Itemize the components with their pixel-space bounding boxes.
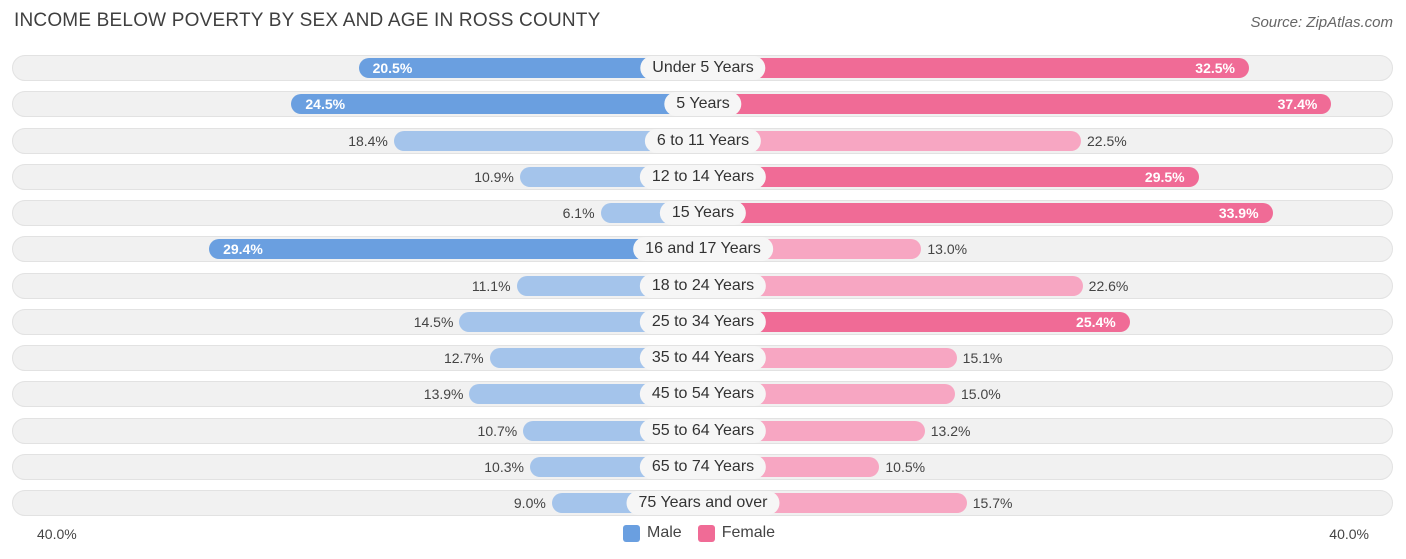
legend-swatch-female <box>697 524 715 542</box>
value-label-male: 10.3% <box>484 458 524 475</box>
value-label-female: 33.9% <box>1218 205 1259 221</box>
legend-swatch-male <box>623 524 640 542</box>
category-label: 16 and 17 Years <box>633 237 773 262</box>
bar-female <box>703 348 957 368</box>
value-label-male: 10.9% <box>474 168 514 185</box>
value-label-female: 37.4% <box>1277 96 1318 113</box>
bar-male <box>358 58 703 78</box>
category-label: 6 to 11 Years <box>644 128 762 153</box>
legend-item-male: Male <box>623 524 682 542</box>
category-label: Under 5 Years <box>640 56 766 80</box>
value-label-female: 10.5% <box>885 458 926 475</box>
category-label: 65 to 74 Years <box>639 454 767 479</box>
legend-item-female: Female <box>697 524 776 542</box>
bar-female <box>703 311 1130 332</box>
category-label: 25 to 34 Years <box>639 309 767 334</box>
category-label: 12 to 14 Years <box>639 164 767 189</box>
axis-label-left: 40.0% <box>37 526 77 542</box>
bar-male <box>209 239 703 260</box>
value-label-male: 13.9% <box>423 386 464 403</box>
value-label-female: 15.7% <box>972 495 1013 511</box>
category-label: 55 to 64 Years <box>639 418 767 443</box>
value-label-male: 24.5% <box>305 96 346 113</box>
value-label-male: 18.4% <box>348 132 388 149</box>
value-label-male: 29.4% <box>223 241 263 258</box>
bar-female <box>703 384 955 405</box>
value-label-female: 13.2% <box>930 422 971 439</box>
category-label: 75 Years and over <box>626 491 780 515</box>
bar-female <box>703 275 1083 296</box>
source-label: Source: ZipAtlas.com <box>1250 14 1393 31</box>
value-label-male: 14.5% <box>413 313 454 330</box>
value-label-male: 10.7% <box>477 422 518 439</box>
category-label: 35 to 44 Years <box>639 346 767 370</box>
value-label-male: 11.1% <box>471 277 511 294</box>
category-label: 18 to 24 Years <box>639 273 767 298</box>
value-label-female: 29.5% <box>1144 168 1185 185</box>
value-label-female: 15.1% <box>962 350 1003 366</box>
legend-label-male: Male <box>647 524 682 541</box>
value-label-male: 9.0% <box>513 495 546 511</box>
category-label: 15 Years <box>659 201 747 225</box>
bar-female <box>703 94 1332 115</box>
value-label-male: 20.5% <box>372 60 413 76</box>
bar-female <box>703 58 1249 78</box>
value-label-female: 22.6% <box>1088 277 1129 294</box>
value-label-female: 22.5% <box>1087 132 1127 149</box>
bar-female <box>703 203 1273 223</box>
value-label-female: 25.4% <box>1076 313 1116 330</box>
chart-title: INCOME BELOW POVERTY BY SEX AND AGE IN R… <box>14 10 601 31</box>
bar-female <box>703 130 1081 151</box>
bar-male <box>291 94 703 115</box>
category-label: 45 to 54 Years <box>639 382 767 407</box>
legend-label-female: Female <box>721 524 776 541</box>
category-label: 5 Years <box>664 92 742 117</box>
value-label-male: 6.1% <box>562 205 595 221</box>
bar-male <box>393 130 703 151</box>
axis-label-right: 40.0% <box>1329 526 1369 542</box>
bar-female <box>703 166 1199 187</box>
value-label-female: 13.0% <box>927 241 968 258</box>
value-label-female: 32.5% <box>1195 60 1235 76</box>
legend: Male Female <box>623 524 791 542</box>
value-label-male: 12.7% <box>443 350 484 366</box>
value-label-female: 15.0% <box>961 386 1001 403</box>
